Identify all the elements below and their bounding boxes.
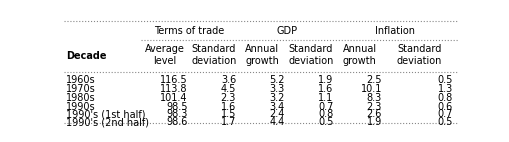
Text: Decade: Decade <box>66 51 106 61</box>
Text: Terms of trade: Terms of trade <box>154 26 224 36</box>
Text: 3.6: 3.6 <box>220 75 236 85</box>
Text: 5.2: 5.2 <box>269 75 284 85</box>
Text: Standard: Standard <box>191 44 236 54</box>
Text: 8.3: 8.3 <box>366 93 381 103</box>
Text: growth: growth <box>245 56 279 66</box>
Text: 98.5: 98.5 <box>165 102 187 112</box>
Text: deviation: deviation <box>288 56 333 66</box>
Text: level: level <box>153 56 177 66</box>
Text: 1.6: 1.6 <box>318 84 333 94</box>
Text: 3.2: 3.2 <box>269 93 284 103</box>
Text: Annual: Annual <box>245 44 279 54</box>
Text: 1960s: 1960s <box>66 75 95 85</box>
Text: deviation: deviation <box>191 56 236 66</box>
Text: GDP: GDP <box>275 26 297 36</box>
Text: deviation: deviation <box>396 56 441 66</box>
Text: 0.5: 0.5 <box>317 117 333 127</box>
Text: 1.9: 1.9 <box>318 75 333 85</box>
Text: 4.4: 4.4 <box>269 117 284 127</box>
Text: 3.3: 3.3 <box>269 84 284 94</box>
Text: Average: Average <box>145 44 185 54</box>
Text: Standard: Standard <box>288 44 332 54</box>
Text: 2.3: 2.3 <box>220 93 236 103</box>
Text: 1.5: 1.5 <box>220 109 236 119</box>
Text: 0.5: 0.5 <box>437 75 452 85</box>
Text: 1.3: 1.3 <box>437 84 452 94</box>
Text: 113.8: 113.8 <box>160 84 187 94</box>
Text: 10.1: 10.1 <box>360 84 381 94</box>
Text: 0.8: 0.8 <box>318 109 333 119</box>
Text: 2.4: 2.4 <box>269 109 284 119</box>
Text: 98.3: 98.3 <box>166 109 187 119</box>
Text: 0.6: 0.6 <box>437 102 452 112</box>
Text: Standard: Standard <box>397 44 441 54</box>
Text: Annual: Annual <box>342 44 376 54</box>
Text: 2.3: 2.3 <box>366 102 381 112</box>
Text: 116.5: 116.5 <box>159 75 187 85</box>
Text: 1990's (2nd half): 1990's (2nd half) <box>66 117 149 127</box>
Text: 1.9: 1.9 <box>366 117 381 127</box>
Text: 1970s: 1970s <box>66 84 95 94</box>
Text: 1990s: 1990s <box>66 102 95 112</box>
Text: 4.5: 4.5 <box>220 84 236 94</box>
Text: growth: growth <box>342 56 376 66</box>
Text: 1.1: 1.1 <box>318 93 333 103</box>
Text: 101.4: 101.4 <box>160 93 187 103</box>
Text: 0.5: 0.5 <box>437 117 452 127</box>
Text: 0.7: 0.7 <box>317 102 333 112</box>
Text: 2.5: 2.5 <box>365 75 381 85</box>
Text: Inflation: Inflation <box>375 26 414 36</box>
Text: 1.7: 1.7 <box>220 117 236 127</box>
Text: 0.7: 0.7 <box>437 109 452 119</box>
Text: 3.4: 3.4 <box>269 102 284 112</box>
Text: 1990's (1st half): 1990's (1st half) <box>66 109 145 119</box>
Text: 0.8: 0.8 <box>437 93 452 103</box>
Text: 2.6: 2.6 <box>366 109 381 119</box>
Text: 1980s: 1980s <box>66 93 95 103</box>
Text: 98.6: 98.6 <box>166 117 187 127</box>
Text: 1.6: 1.6 <box>220 102 236 112</box>
